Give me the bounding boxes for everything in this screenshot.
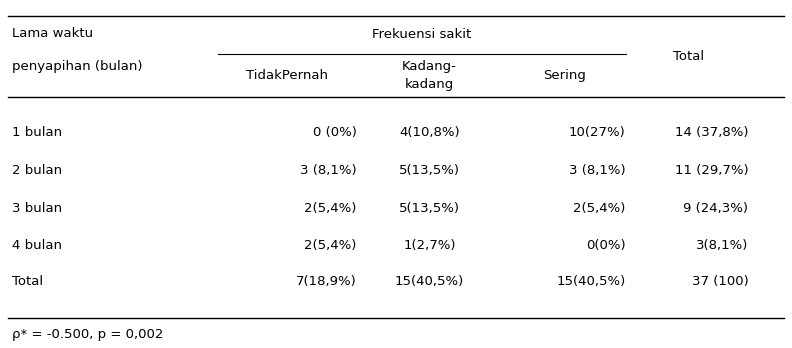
Text: 0(0%): 0(0%): [586, 239, 626, 252]
Text: TidakPernah: TidakPernah: [246, 69, 328, 82]
Text: 37 (100): 37 (100): [691, 275, 748, 288]
Text: 3(8,1%): 3(8,1%): [696, 239, 748, 252]
Text: Total: Total: [12, 275, 43, 288]
Text: Sering: Sering: [543, 69, 586, 82]
Text: 7(18,9%): 7(18,9%): [295, 275, 356, 288]
Text: 3 (8,1%): 3 (8,1%): [569, 164, 626, 177]
Text: 4(10,8%): 4(10,8%): [399, 126, 460, 139]
Text: 2(5,4%): 2(5,4%): [304, 239, 356, 252]
Text: kadang: kadang: [405, 78, 455, 91]
Text: Frekuensi sakit: Frekuensi sakit: [372, 28, 471, 41]
Text: 5(13,5%): 5(13,5%): [399, 164, 460, 177]
Text: 15(40,5%): 15(40,5%): [557, 275, 626, 288]
Text: 10(27%): 10(27%): [569, 126, 626, 139]
Text: 0 (0%): 0 (0%): [313, 126, 356, 139]
Text: 15(40,5%): 15(40,5%): [395, 275, 464, 288]
Text: 2 bulan: 2 bulan: [12, 164, 62, 177]
Text: ρ* = -0.500, p = 0,002: ρ* = -0.500, p = 0,002: [12, 327, 163, 341]
Text: penyapihan (bulan): penyapihan (bulan): [12, 60, 143, 73]
Text: 3 (8,1%): 3 (8,1%): [300, 164, 356, 177]
Text: 2(5,4%): 2(5,4%): [304, 202, 356, 215]
Text: 1(2,7%): 1(2,7%): [403, 239, 456, 252]
Text: 2(5,4%): 2(5,4%): [573, 202, 626, 215]
Text: 14 (37,8%): 14 (37,8%): [675, 126, 748, 139]
Text: 1 bulan: 1 bulan: [12, 126, 62, 139]
Text: 4 bulan: 4 bulan: [12, 239, 62, 252]
Text: Kadang-: Kadang-: [402, 61, 457, 73]
Text: 11 (29,7%): 11 (29,7%): [675, 164, 748, 177]
Text: 9 (24,3%): 9 (24,3%): [683, 202, 748, 215]
Text: 3 bulan: 3 bulan: [12, 202, 62, 215]
Text: 5(13,5%): 5(13,5%): [399, 202, 460, 215]
Text: Total: Total: [673, 50, 705, 63]
Text: Lama waktu: Lama waktu: [12, 26, 93, 40]
